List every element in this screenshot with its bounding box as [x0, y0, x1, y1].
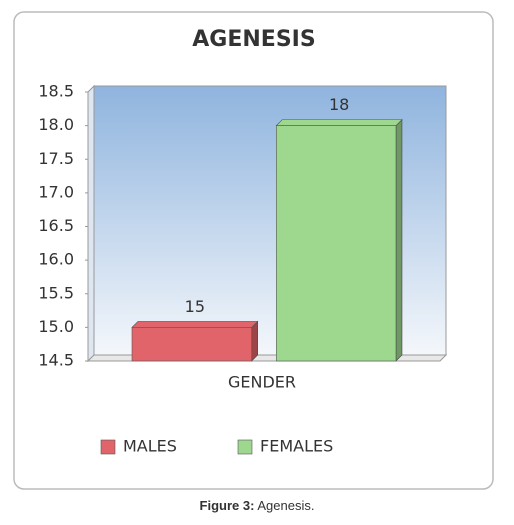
caption-label: Figure 3: — [200, 498, 255, 513]
legend-label: MALES — [123, 437, 177, 456]
bar — [276, 125, 397, 362]
bar-top — [131, 321, 259, 328]
y-tick-label: 17.0 — [38, 182, 74, 201]
bar-side-shade — [396, 119, 402, 361]
bar-side-shade — [251, 321, 258, 361]
caption-text: Agenesis. — [257, 498, 314, 513]
bar — [131, 327, 252, 362]
legend-label: FEMALES — [260, 437, 333, 456]
x-axis-label: GENDER — [228, 373, 296, 392]
chart-title: AGENESIS — [192, 27, 315, 52]
data-label: 18 — [329, 95, 349, 114]
data-label: 15 — [185, 297, 205, 316]
y-tick-label: 15.0 — [38, 317, 74, 336]
y-tick-label: 17.5 — [38, 149, 74, 168]
y-tick-label: 18.5 — [38, 82, 74, 101]
y-tick-label: 14.5 — [38, 351, 74, 370]
y-tick-label: 15.5 — [38, 283, 74, 302]
bar-top — [275, 119, 403, 126]
y-tick-label: 16.0 — [38, 250, 74, 269]
legend-swatch — [100, 439, 116, 455]
y-tick-label: 18.0 — [38, 115, 74, 134]
caption: Figure 3: Agenesis. — [200, 498, 315, 513]
y-tick-label: 16.5 — [38, 216, 74, 235]
side-wall — [87, 84, 95, 363]
legend-swatch — [237, 439, 253, 455]
